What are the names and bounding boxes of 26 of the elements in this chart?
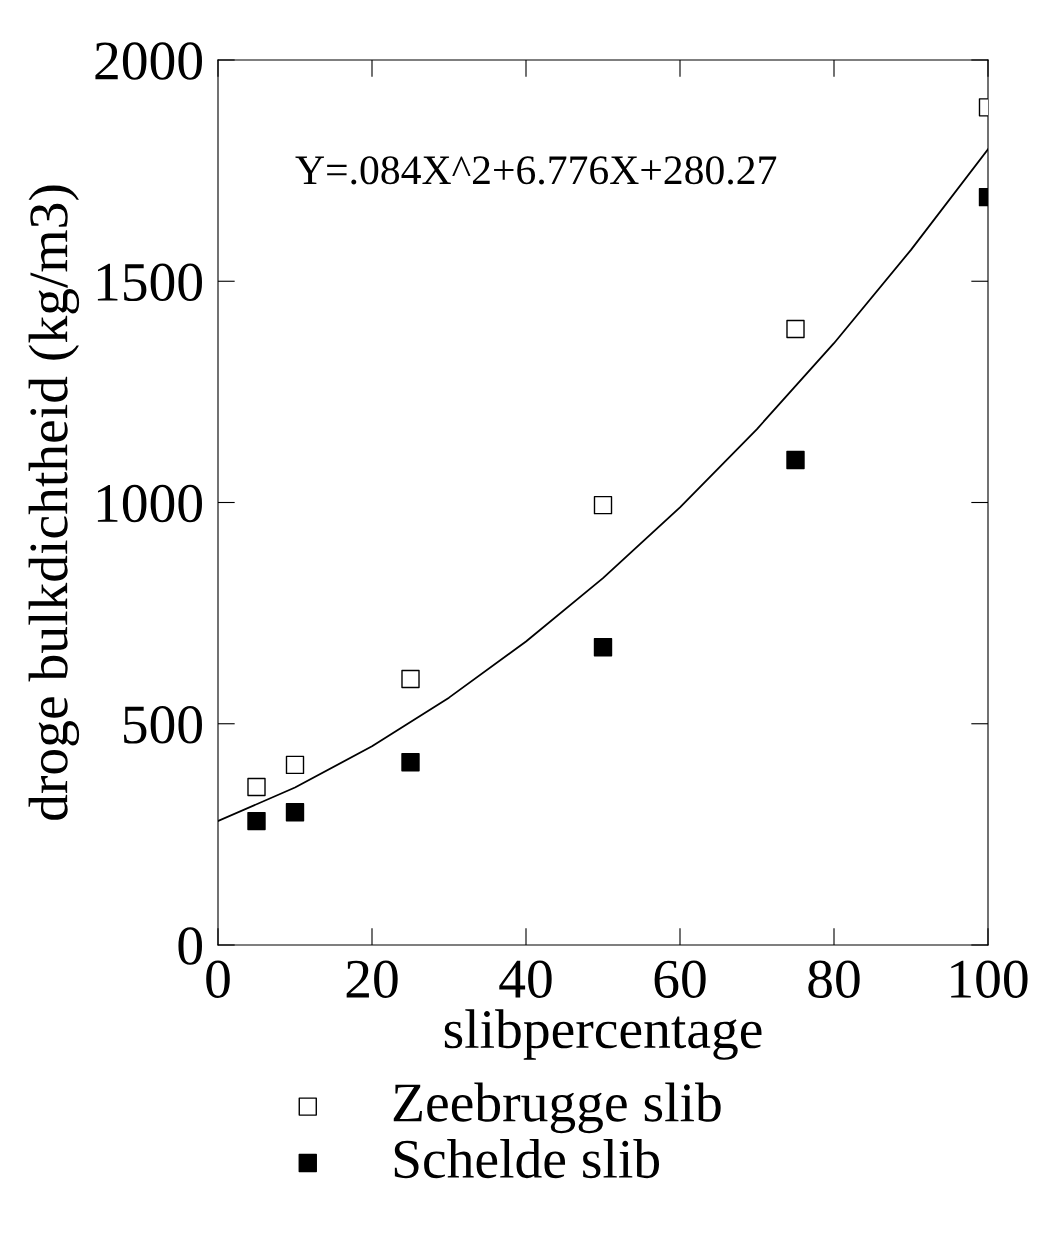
y-tick-label: 1500 <box>97 263 202 302</box>
legend-label: Schelde slib <box>394 1139 659 1179</box>
x-tick-label: 100 <box>951 960 1028 998</box>
y-tick-label: 500 <box>124 706 202 744</box>
annotation: Y=.084X^2+6.776X+280.27 <box>295 156 777 185</box>
point <box>786 319 805 339</box>
x-tick-label: 40 <box>499 960 552 998</box>
point <box>786 450 805 470</box>
y-tick-label: 1000 <box>97 484 202 523</box>
point <box>401 753 420 772</box>
point <box>285 803 305 822</box>
legend-label: Zeebrugge slib <box>393 1082 721 1134</box>
point <box>247 777 266 797</box>
y-tick-label: 2000 <box>95 42 202 80</box>
y-tick-label: 0 <box>178 927 202 965</box>
point <box>593 495 613 515</box>
x-tick-label: 80 <box>808 960 860 998</box>
point <box>247 811 266 831</box>
y-axis-title: droge bulkdichtheid (kg/m3) <box>28 185 80 820</box>
x-tick-label: 60 <box>654 960 706 998</box>
point <box>285 755 305 775</box>
x-axis-title: slibpercentage <box>444 1009 762 1060</box>
x-tick-label: 0 <box>206 960 230 998</box>
point <box>593 637 613 657</box>
point <box>401 669 420 689</box>
x-tick-label: 20 <box>346 960 398 998</box>
